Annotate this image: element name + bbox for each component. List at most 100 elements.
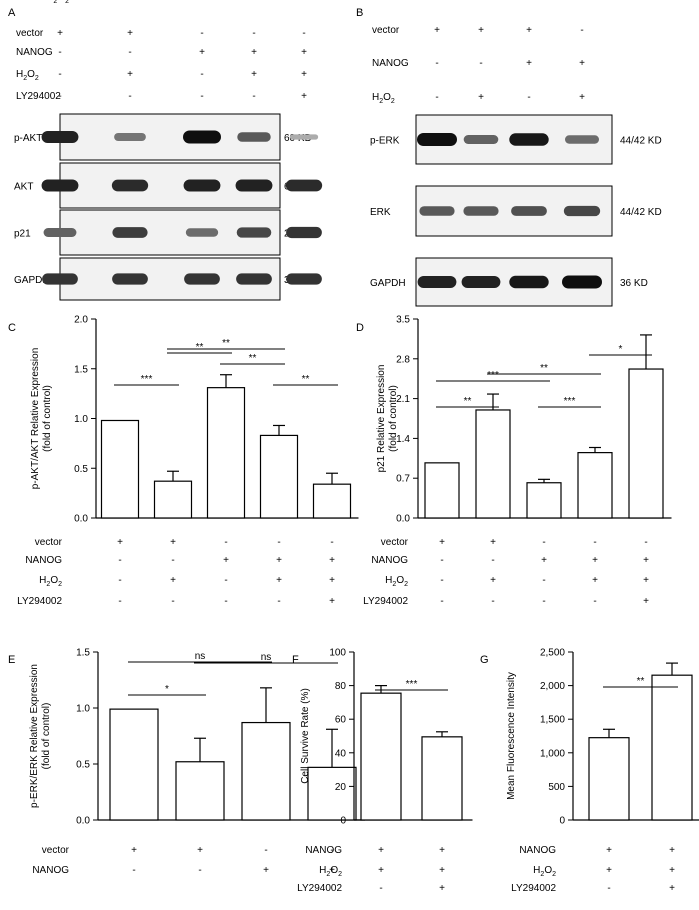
sign-H2O2-0: - (118, 575, 121, 586)
sign-NANOG-2: + (526, 58, 532, 69)
sign-vector-2: - (200, 28, 203, 39)
y-tick-label-G: 0 (559, 816, 565, 827)
condition-label-vector: vector (42, 845, 70, 856)
sign-H2O2-0: - (440, 575, 443, 586)
sign-LY294002-2: - (542, 596, 545, 607)
bar-E-1 (175, 761, 225, 821)
bar-F-1 (421, 736, 463, 821)
condition-label-NANOG: NANOG (371, 555, 408, 566)
sign-NANOG-1: + (439, 845, 445, 856)
name-part: H (39, 575, 46, 586)
bar-C-3 (259, 434, 299, 519)
sign-vector-3: - (252, 28, 255, 39)
sign-NANOG-1: - (171, 555, 174, 566)
condition-label-NANOG: NANOG (519, 845, 556, 856)
sign-H2O2-0: - (58, 69, 61, 80)
y-tick-label-F: 40 (335, 748, 347, 759)
sign-NANOG-0: - (118, 555, 121, 566)
significance-label-E: * (165, 684, 169, 695)
condition-label-NANOG: NANOG (32, 865, 69, 876)
bar-C-2 (206, 387, 246, 519)
panel-letter-D: D (356, 322, 364, 334)
sign-NANOG-1: + (669, 845, 675, 856)
condition-label-vector: vector (16, 28, 44, 39)
subscript: 2 (65, 0, 69, 5)
bar-D-1 (475, 409, 511, 519)
blot-band-AKT-2 (183, 179, 221, 192)
sign-vector-1: + (490, 537, 496, 548)
sign-LY294002-3: - (593, 596, 596, 607)
blot-band-p-ERK-1 (463, 135, 499, 144)
significance-label-D: *** (487, 370, 499, 381)
bar-F-0 (360, 692, 402, 821)
sign-NANOG-4: + (643, 555, 649, 566)
blot-band-GAPDH-1 (112, 273, 148, 285)
condition-label-LY294002: LY294002 (363, 596, 408, 607)
subscript: 2 (326, 871, 330, 878)
bar-G-1 (651, 674, 693, 821)
blot-band-ERK-1 (463, 206, 499, 216)
y-tick-label-E: 0.0 (76, 816, 90, 827)
subscript: 2 (392, 581, 396, 588)
y-tick-label-F: 60 (335, 715, 347, 726)
sign-LY294002-0: - (607, 883, 610, 894)
blot-band-p-ERK-0 (417, 133, 457, 146)
sign-NANOG-4: + (329, 555, 335, 566)
y-tick-label-G: 500 (548, 782, 565, 793)
sign-H2O2-1: + (669, 865, 675, 876)
sign-H2O2-1: + (197, 0, 203, 3)
y-tick-label-D: 2.1 (396, 394, 410, 405)
bar-C-4 (312, 483, 352, 519)
name-part: H (385, 575, 392, 586)
sign-vector-0: + (57, 28, 63, 39)
sign-H2O2-0: + (378, 865, 384, 876)
sign-vector-3: - (277, 537, 280, 548)
name-part: O (396, 575, 404, 586)
sign-LY294002-1: - (491, 596, 494, 607)
significance-label-C: ** (196, 342, 204, 353)
sign-H2O2-4: + (301, 69, 307, 80)
sign-LY294002-2: - (224, 596, 227, 607)
name-part: H (533, 865, 540, 876)
sign-LY294002-4: + (329, 596, 335, 607)
sign-LY294002-4: + (301, 91, 307, 102)
sign-H2O2-1: + (127, 69, 133, 80)
condition-label-vector: vector (35, 537, 63, 548)
sign-LY294002-0: - (379, 883, 382, 894)
subscript: 2 (391, 98, 395, 105)
blot-band-p21-0 (43, 228, 77, 237)
significance-label-D: *** (564, 396, 576, 407)
blot-band-p-AKT-0 (41, 130, 79, 144)
blot-band-GAPDH-1 (461, 275, 501, 289)
y-axis-label-line: Cell Survive Rate (%) (300, 688, 311, 784)
blot-name-p-AKT: p-AKT (14, 133, 42, 144)
y-axis-label-line: (fold of control) (41, 703, 52, 770)
subscript: 2 (46, 581, 50, 588)
y-tick-label-D: 3.5 (396, 315, 410, 326)
sign-vector-2: + (526, 25, 532, 36)
condition-label-H2O2: H2O2 (16, 69, 39, 82)
panel-letter-C: C (8, 322, 16, 334)
sign-vector-4: - (302, 28, 305, 39)
blot-size-p-ERK: 44/42 KD (620, 136, 662, 147)
blot-band-ERK-2 (511, 206, 547, 216)
y-tick-label-E: 1.5 (76, 648, 90, 659)
sign-NANOG-4: + (301, 47, 307, 58)
blot-band-AKT-4 (285, 179, 323, 192)
bar-D-3 (577, 452, 613, 519)
name-part: O (50, 575, 58, 586)
blot-size-GAPDH: 36 KD (620, 278, 648, 289)
sign-vector-3: - (330, 845, 333, 856)
sign-vector-0: + (131, 845, 137, 856)
bar-D-2 (526, 482, 562, 519)
condition-label-LY294002: LY294002 (17, 596, 62, 607)
sign-LY294002-1: + (439, 883, 445, 894)
sign-NANOG-1: - (491, 555, 494, 566)
sign-H2O2-1: + (478, 92, 484, 103)
y-tick-label-G: 2,500 (540, 648, 565, 659)
sign-NANOG-3: + (329, 865, 335, 876)
y-tick-label-F: 80 (335, 681, 347, 692)
sign-LY294002-4: + (643, 596, 649, 607)
name-part: H (46, 0, 53, 3)
panel-letter-E: E (8, 654, 15, 666)
